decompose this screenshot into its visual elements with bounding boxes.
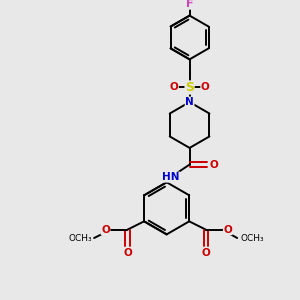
Text: O: O bbox=[202, 248, 210, 258]
Text: O: O bbox=[123, 248, 132, 258]
Text: O: O bbox=[201, 82, 210, 92]
Text: S: S bbox=[185, 81, 194, 94]
Text: N: N bbox=[185, 97, 194, 107]
Text: OCH₃: OCH₃ bbox=[68, 233, 92, 242]
Text: OCH₃: OCH₃ bbox=[240, 233, 264, 242]
Text: O: O bbox=[101, 225, 110, 235]
Text: F: F bbox=[186, 0, 193, 9]
Text: O: O bbox=[169, 82, 178, 92]
Text: O: O bbox=[224, 225, 232, 235]
Text: O: O bbox=[209, 160, 218, 170]
Text: HN: HN bbox=[162, 172, 180, 182]
